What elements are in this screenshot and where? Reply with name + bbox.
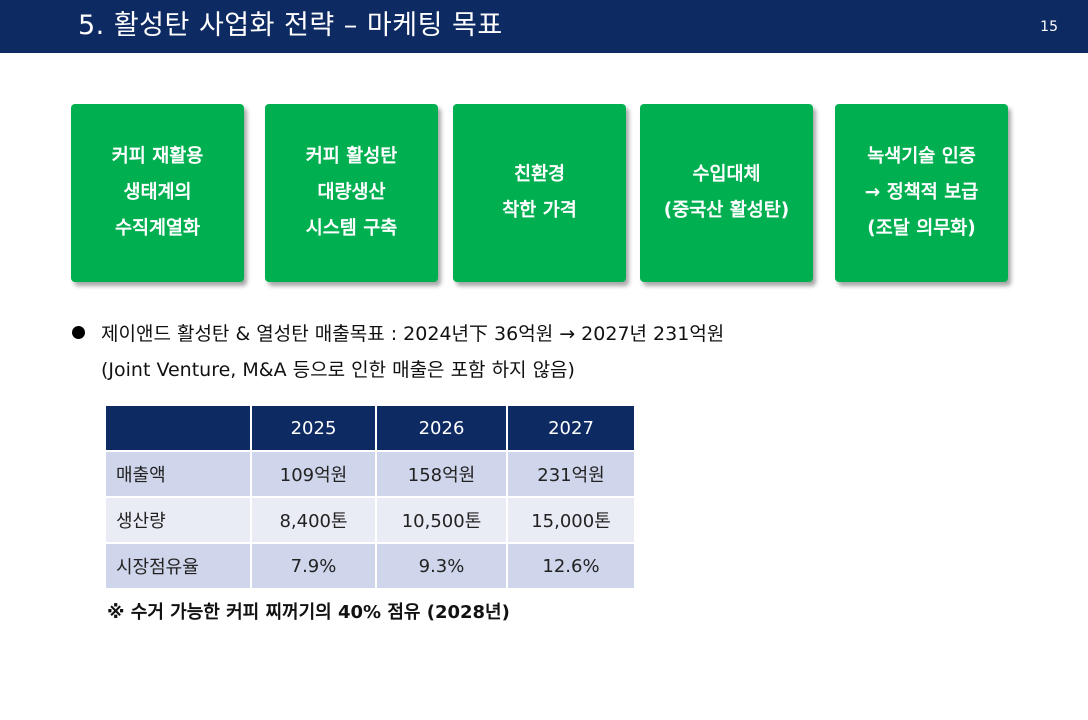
- table-header-cell: 2025: [250, 404, 377, 452]
- goal-box-import-substitution: 수입대체 (중국산 활성탄): [640, 104, 813, 282]
- bullet-icon: [72, 326, 85, 339]
- table-header-row: 2025 2026 2027: [104, 404, 636, 452]
- slide-title: 5. 활성탄 사업화 전략 – 마케팅 목표: [78, 10, 503, 41]
- table-cell: 231억원: [506, 450, 636, 498]
- table-row: 생산량 8,400톤 10,500톤 15,000톤: [104, 496, 636, 544]
- header-bar: 5. 활성탄 사업화 전략 – 마케팅 목표 15: [0, 0, 1088, 53]
- goal-box-eco-price: 친환경 착한 가격: [453, 104, 626, 282]
- sales-target-note: (Joint Venture, M&A 등으로 인한 매출은 포함 하지 않음): [101, 359, 575, 381]
- table-cell: 8,400톤: [250, 496, 377, 544]
- table-cell: 109억원: [250, 450, 377, 498]
- table-row-label: 매출액: [104, 450, 252, 498]
- table-cell: 158억원: [375, 450, 508, 498]
- table-cell: 10,500톤: [375, 496, 508, 544]
- goal-box-vertical-integration: 커피 재활용 생태계의 수직계열화: [71, 104, 244, 282]
- table-header-cell: [104, 404, 252, 452]
- goal-box-mass-production: 커피 활성탄 대량생산 시스템 구축: [265, 104, 438, 282]
- table-row-label: 생산량: [104, 496, 252, 544]
- goal-box-green-certification: 녹색기술 인증 → 정책적 보급 (조달 의무화): [835, 104, 1008, 282]
- sales-target-table: 2025 2026 2027 매출액 109억원 158억원 231억원 생산량…: [104, 404, 636, 590]
- table-row-label: 시장점유율: [104, 542, 252, 590]
- table-header-cell: 2026: [375, 404, 508, 452]
- sales-target-text: 제이앤드 활성탄 & 열성탄 매출목표 : 2024년下 36억원 → 2027…: [101, 323, 725, 345]
- goal-text: 녹색기술 인증 → 정책적 보급 (조달 의무화): [864, 146, 979, 239]
- table-row: 시장점유율 7.9% 9.3% 12.6%: [104, 542, 636, 590]
- table-cell: 12.6%: [506, 542, 636, 590]
- footnote: ※ 수거 가능한 커피 찌꺼기의 40% 점유 (2028년): [107, 602, 510, 623]
- goal-text: 친환경 착한 가격: [502, 164, 577, 221]
- table-cell: 9.3%: [375, 542, 508, 590]
- table-header-cell: 2027: [506, 404, 636, 452]
- sales-target-bullet: 제이앤드 활성탄 & 열성탄 매출목표 : 2024년下 36억원 → 2027…: [72, 318, 724, 350]
- table-cell: 15,000톤: [506, 496, 636, 544]
- goal-text: 커피 재활용 생태계의 수직계열화: [111, 146, 204, 239]
- table-row: 매출액 109억원 158억원 231억원: [104, 450, 636, 498]
- goal-text: 수입대체 (중국산 활성탄): [663, 164, 790, 221]
- table-cell: 7.9%: [250, 542, 377, 590]
- goal-text: 커피 활성탄 대량생산 시스템 구축: [305, 146, 398, 239]
- page-number: 15: [1040, 19, 1058, 35]
